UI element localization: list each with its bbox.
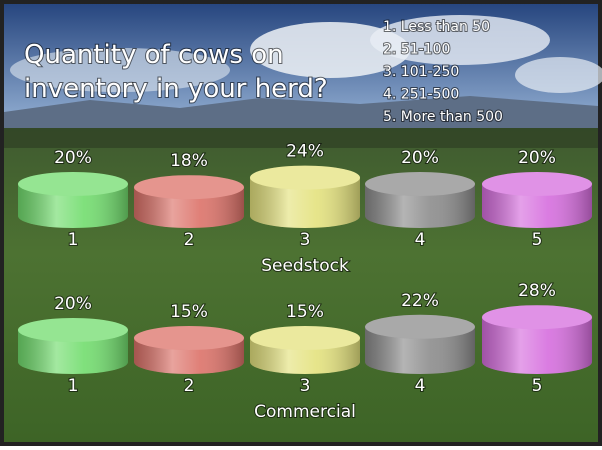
- bar-top-highlight: [365, 172, 475, 196]
- x-tick-label: 5: [532, 230, 543, 250]
- bar-top: [250, 326, 360, 350]
- value-label: 18%: [170, 151, 208, 171]
- option: 4. 251-500: [383, 87, 459, 103]
- value-label: 20%: [401, 148, 439, 168]
- bar-top: [482, 172, 592, 196]
- value-label: 24%: [286, 142, 324, 162]
- bar-top-highlight: [250, 326, 360, 350]
- bar-top-highlight: [134, 326, 244, 350]
- bar-shading: [482, 317, 592, 374]
- value-label: 20%: [54, 294, 92, 314]
- value-label: 22%: [401, 291, 439, 311]
- bar-shading: [365, 326, 475, 374]
- bar-top: [250, 165, 360, 190]
- bar-top: [482, 305, 592, 330]
- bar-top: [134, 175, 244, 200]
- x-axis-label: Commercial: [254, 402, 356, 422]
- x-tick-label: 4: [415, 230, 426, 250]
- x-tick-label: 3: [300, 376, 311, 396]
- x-tick-label: 2: [184, 376, 195, 396]
- bar-top-highlight: [18, 318, 128, 342]
- value-label: 20%: [54, 148, 92, 168]
- chart: 20% 1 15% 2 15% 3 22% 4 28% 5 Commercial: [18, 280, 592, 423]
- bar-top: [365, 172, 475, 196]
- x-tick-label: 4: [415, 376, 426, 396]
- bar-shading: [18, 330, 128, 374]
- value-label: 15%: [170, 302, 208, 322]
- bar-top: [18, 318, 128, 342]
- bar-shading: [250, 177, 360, 228]
- bar-top: [18, 172, 128, 196]
- bar-shading: [482, 184, 592, 228]
- option: 2. 51-100: [383, 42, 450, 58]
- x-tick-label: 1: [68, 230, 79, 250]
- bar-top-highlight: [250, 165, 360, 190]
- bar-top-highlight: [134, 175, 244, 200]
- bar-top-highlight: [365, 314, 475, 339]
- bar-top-highlight: [482, 305, 592, 330]
- title: Quantity of cows on inventory in your her…: [24, 40, 328, 104]
- option: 3. 101-250: [383, 64, 459, 80]
- option: 1. Less than 50: [383, 19, 490, 35]
- x-axis-label: Seedstock: [261, 256, 349, 276]
- bar-top: [134, 326, 244, 350]
- x-tick-label: 3: [300, 230, 311, 250]
- bar-top-highlight: [18, 172, 128, 196]
- value-label: 28%: [518, 281, 556, 301]
- bar-shading: [365, 184, 475, 228]
- value-label: 15%: [286, 302, 324, 322]
- x-tick-label: 1: [68, 376, 79, 396]
- value-label: 20%: [518, 148, 556, 168]
- x-tick-label: 2: [184, 230, 195, 250]
- chart: 20% 1 18% 2 24% 3 20% 4 20% 5 Seedstock: [18, 141, 592, 277]
- bar-shading: [18, 184, 128, 228]
- x-tick-label: 5: [532, 376, 543, 396]
- option: 5. More than 500: [383, 109, 503, 125]
- bar-top-highlight: [482, 172, 592, 196]
- bar-top: [365, 314, 475, 339]
